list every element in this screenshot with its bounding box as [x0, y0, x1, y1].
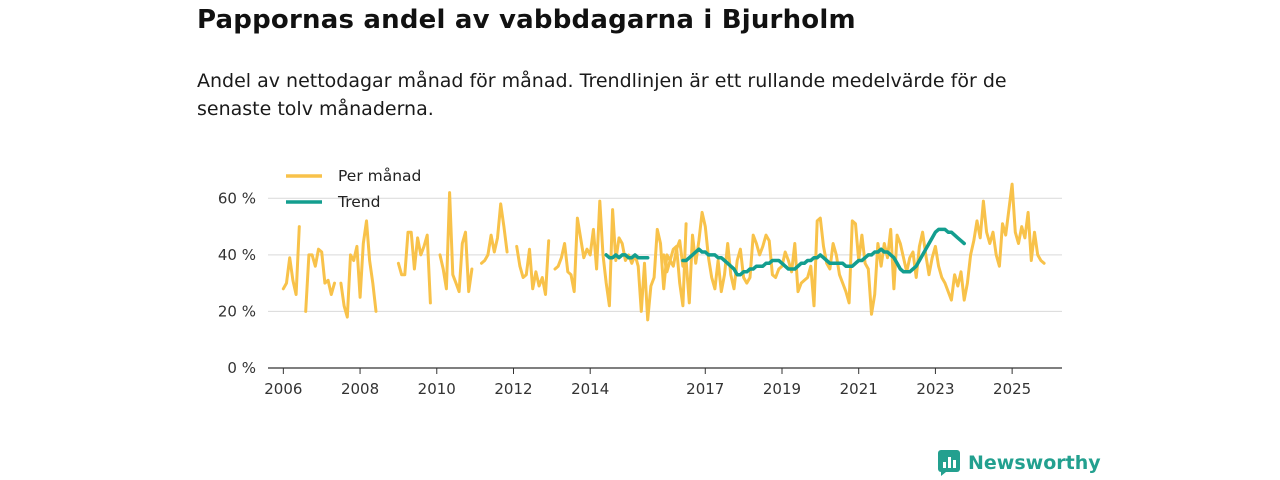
y-tick-label: 60 %	[218, 189, 256, 207]
y-tick-label: 40 %	[218, 246, 256, 264]
series-line-monthly	[281, 219, 378, 319]
x-tick-label: 2008	[341, 380, 379, 398]
series-line-monthly	[480, 199, 688, 322]
series-trend	[604, 227, 966, 277]
brand-name: Newsworthy	[968, 452, 1101, 474]
series-line-trend	[604, 253, 650, 260]
x-tick-label: 2006	[264, 380, 302, 398]
legend-label-trend: Trend	[337, 193, 380, 211]
legend-label-per-manad: Per månad	[338, 167, 421, 185]
x-axis-ticks: 2006 2008 2010 2012 2014 2017 2019 2021 2023 2025	[264, 368, 1031, 398]
series-line-monthly	[662, 182, 1046, 316]
x-tick-label: 2025	[993, 380, 1031, 398]
x-tick-label: 2021	[840, 380, 878, 398]
x-tick-label: 2010	[418, 380, 456, 398]
x-tick-label: 2017	[686, 380, 724, 398]
x-tick-label: 2023	[916, 380, 954, 398]
series-line-monthly	[396, 191, 474, 305]
newsworthy-logo-icon	[938, 450, 960, 476]
x-tick-label: 2019	[763, 380, 801, 398]
chart-subtitle: Andel av nettodagar månad för månad. Tre…	[197, 70, 1007, 120]
legend: Per månad Trend	[286, 167, 421, 211]
x-tick-label: 2012	[494, 380, 532, 398]
y-tick-label: 20 %	[218, 302, 256, 320]
chart-title: Pappornas andel av vabbdagarna i Bjurhol…	[197, 5, 856, 35]
x-tick-label: 2014	[571, 380, 609, 398]
y-axis-ticks: 0 % 20 % 40 % 60 %	[218, 189, 256, 377]
series-lines	[281, 182, 1046, 322]
series-line-trend	[681, 227, 966, 277]
y-tick-label: 0 %	[227, 359, 256, 377]
brand-logo: Newsworthy	[938, 450, 1101, 476]
series-monthly	[281, 182, 1046, 322]
